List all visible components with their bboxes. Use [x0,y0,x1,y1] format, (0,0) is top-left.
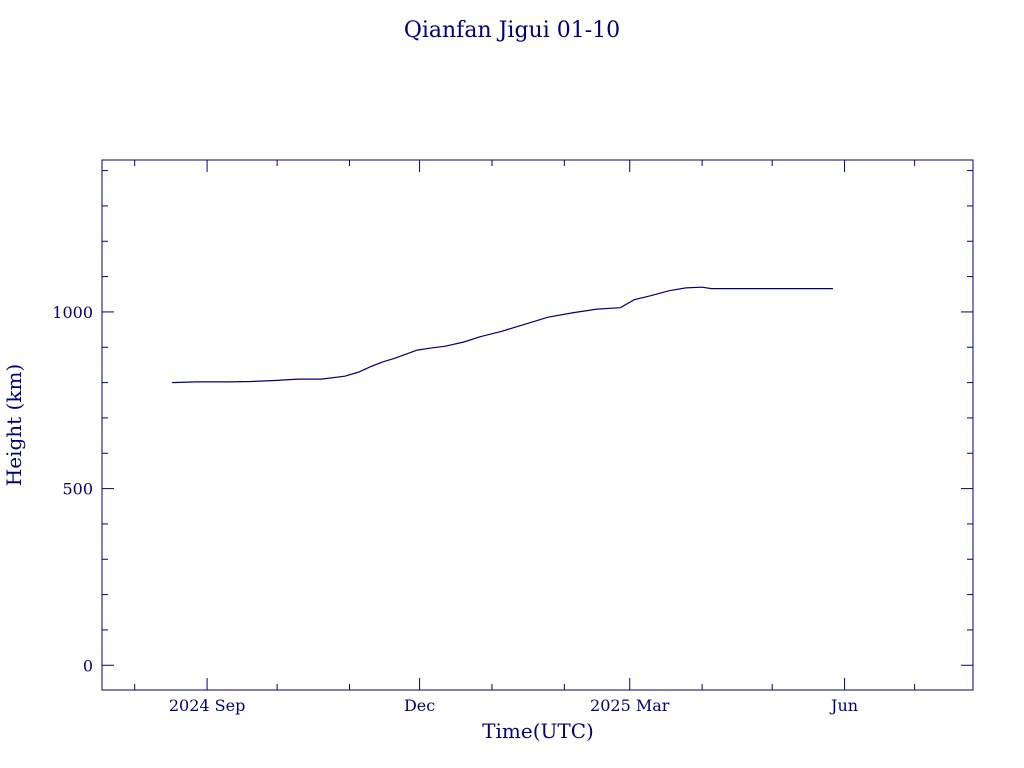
chart-title: Qianfan Jigui 01-10 [404,18,620,43]
x-tick-labels: 2024 Sep Dec 2025 Mar Jun [169,696,858,715]
x-tick-label: Jun [829,696,858,715]
axis-ticks [102,160,973,690]
series-line [172,286,833,384]
series-layer [172,286,833,384]
x-tick-label: 2025 Mar [590,696,670,715]
x-tick-label: 2024 Sep [169,696,245,715]
x-axis-label: Time(UTC) [482,719,594,743]
plot-frame [101,159,974,691]
y-tick-label: 1000 [52,303,93,322]
x-tick-label: Dec [404,696,435,715]
y-tick-label: 0 [83,656,93,675]
y-tick-labels: 0 500 1000 [52,303,93,675]
y-axis-label: Height (km) [2,364,26,486]
y-tick-label: 500 [62,480,93,499]
